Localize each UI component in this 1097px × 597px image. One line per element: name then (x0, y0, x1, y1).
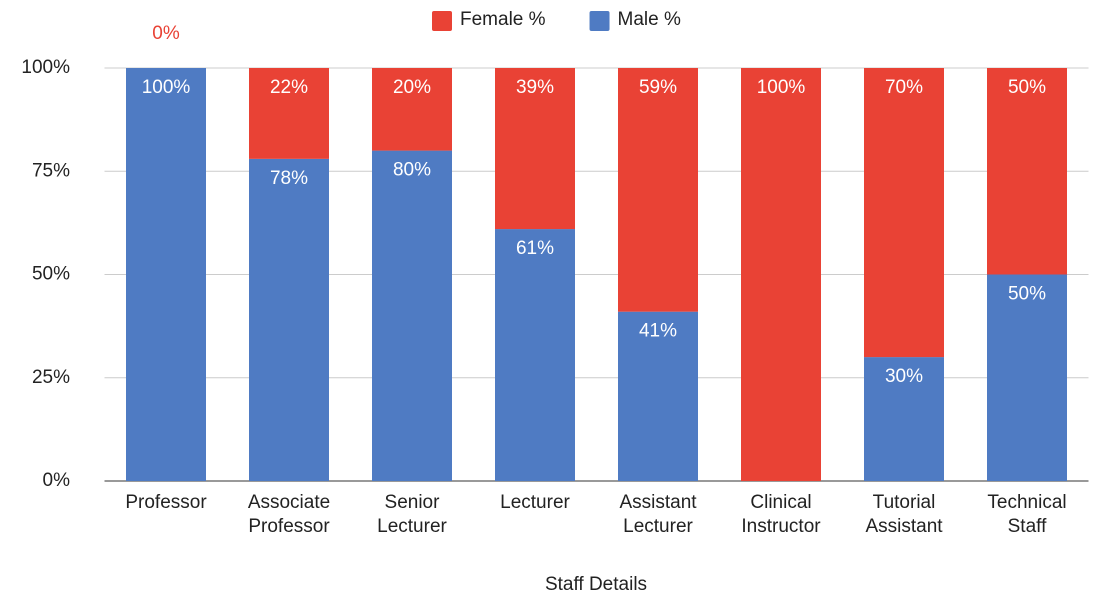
data-label: 61% (516, 238, 554, 259)
data-label: 0% (152, 23, 180, 44)
data-label: 70% (885, 77, 923, 98)
bar-segment (864, 357, 944, 481)
y-tick-label: 100% (21, 57, 70, 78)
data-label: 22% (270, 77, 308, 98)
x-tick-label: Senior Lecturer (377, 492, 447, 537)
x-axis-title: Staff Details (545, 574, 647, 595)
data-label: 39% (516, 77, 554, 98)
data-label: 80% (393, 160, 431, 181)
bar-segment (495, 229, 575, 481)
y-tick-label: 75% (32, 160, 70, 181)
bar-segment (495, 68, 575, 230)
y-tick-label: 25% (32, 367, 70, 388)
data-label: 20% (393, 77, 431, 98)
bar-segment (618, 68, 698, 312)
data-label: 50% (1008, 77, 1046, 98)
bar-segment (372, 150, 452, 481)
bar-segment (126, 68, 206, 481)
legend-swatch (589, 11, 610, 31)
bar-segment (372, 68, 452, 151)
data-label: 30% (885, 366, 923, 387)
bar-segment (864, 68, 944, 358)
legend-swatch (432, 11, 452, 31)
bar-segment (987, 274, 1067, 481)
x-tick-label: Lecturer (500, 492, 570, 513)
x-tick-label: Assistant Lecturer (619, 492, 697, 537)
bar-segment (249, 68, 329, 159)
legend-label: Male % (618, 9, 681, 30)
x-tick-label: Professor (125, 492, 207, 513)
bar-segment (741, 68, 821, 481)
bar-segment (618, 311, 698, 481)
data-label: 50% (1008, 284, 1046, 305)
legend-label: Female % (460, 9, 546, 30)
x-tick-label: Clinical Instructor (741, 492, 821, 537)
data-label: 100% (757, 77, 806, 98)
data-label: 41% (639, 321, 677, 342)
data-label: 100% (142, 77, 191, 98)
y-tick-label: 50% (32, 264, 70, 285)
y-tick-label: 0% (43, 470, 71, 491)
bar-segment (249, 158, 329, 482)
data-label: 78% (270, 168, 308, 189)
x-tick-label: Tutorial Assistant (865, 492, 943, 537)
data-label: 59% (639, 77, 677, 98)
x-tick-label: Technical Staff (987, 492, 1066, 537)
bar-segment (987, 68, 1067, 275)
x-tick-label: Associate Professor (248, 492, 331, 537)
